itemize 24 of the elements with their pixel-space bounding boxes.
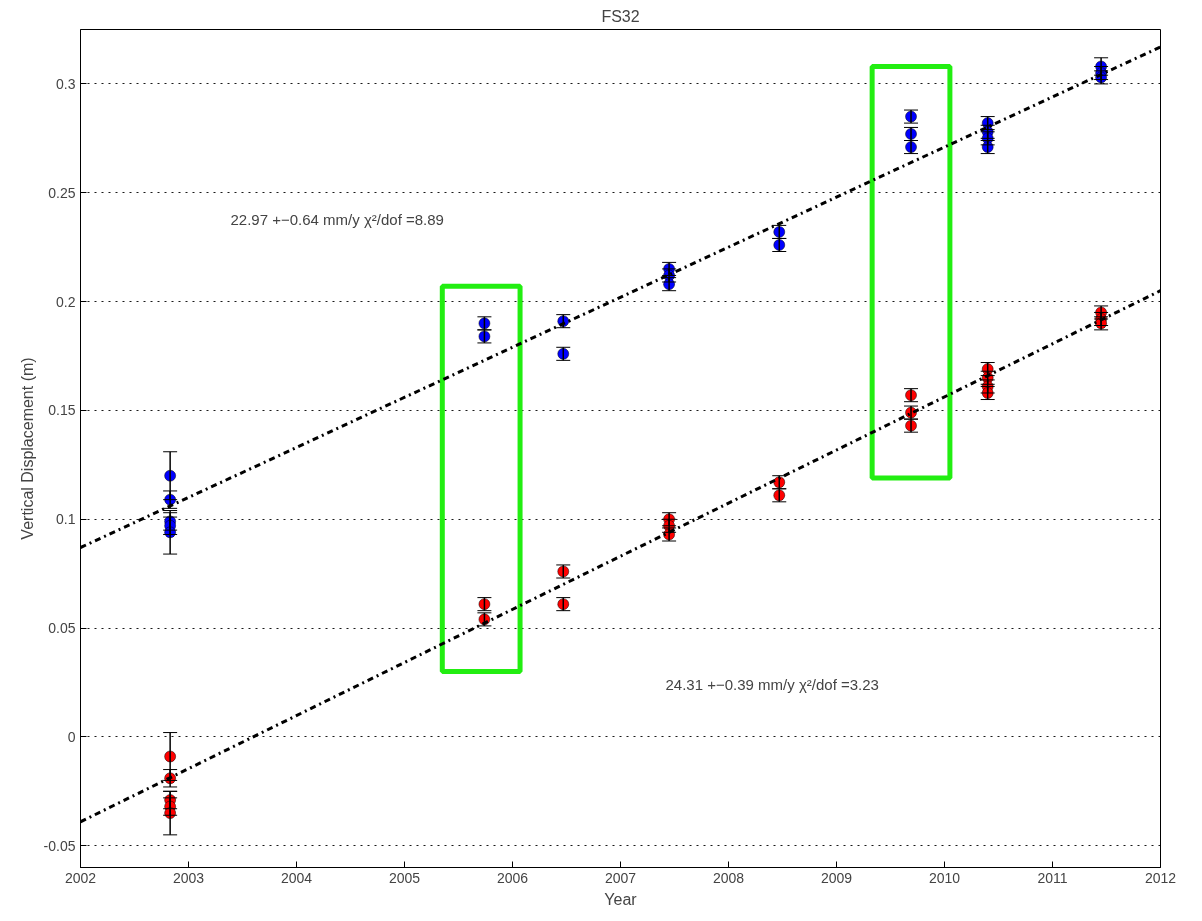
- annotation: 24.31 +−0.39 mm/y χ²/dof =3.23: [665, 675, 879, 693]
- y-tick-label: 0.1: [56, 511, 76, 528]
- x-tick-label: 2011: [1037, 869, 1068, 886]
- x-tick-label: 2007: [604, 869, 637, 886]
- y-tick-label: 0.05: [48, 620, 76, 637]
- y-tick-label: 0.2: [56, 293, 76, 310]
- x-axis-title: Year: [604, 890, 638, 908]
- x-tick-label: 2012: [1144, 869, 1177, 886]
- x-tick-label: 2004: [280, 869, 313, 886]
- x-tick-label: 2002: [64, 869, 97, 886]
- x-tick-label: 2010: [928, 869, 961, 886]
- x-tick-label: 2005: [388, 869, 421, 886]
- y-tick-label: 0.3: [56, 75, 76, 92]
- chart-title: FS32: [601, 7, 640, 25]
- y-tick-label: -0.05: [43, 837, 76, 854]
- x-tick-label: 2009: [820, 869, 853, 886]
- annotation: 22.97 +−0.64 mm/y χ²/dof =8.89: [230, 210, 444, 228]
- y-tick-label: 0.25: [48, 184, 76, 201]
- x-tick-label: 2003: [172, 869, 205, 886]
- y-axis-title: Vertical Displacement (m): [18, 357, 36, 540]
- x-tick-label: 2008: [712, 869, 745, 886]
- y-tick-label: 0.15: [48, 402, 76, 419]
- x-tick-label: 2006: [496, 869, 529, 886]
- y-tick-label: 0: [67, 728, 76, 745]
